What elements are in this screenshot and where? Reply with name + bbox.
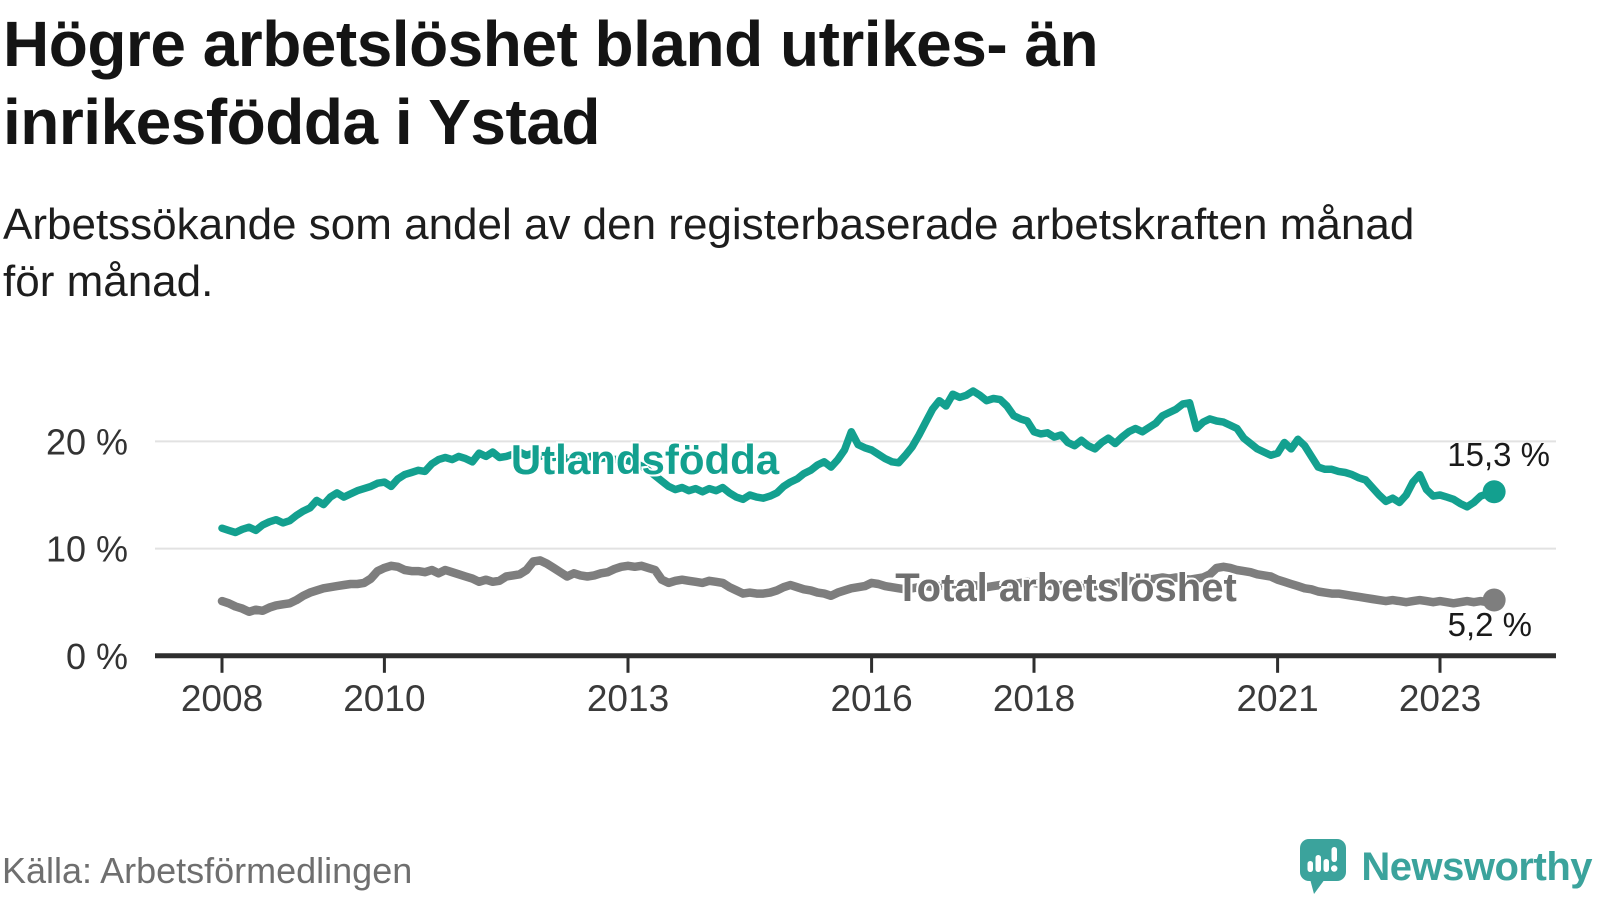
- source-note: Källa: Arbetsförmedlingen: [2, 850, 413, 891]
- x-axis-label-2023: 2023: [1399, 678, 1481, 719]
- page-subtitle-line2: för månad.: [3, 257, 214, 306]
- page-subtitle: Arbetssökande som andel av den registerb…: [3, 196, 1583, 310]
- page-subtitle-line1: Arbetssökande som andel av den registerb…: [3, 200, 1415, 249]
- series-line-utlandsfodda: [218, 387, 1498, 537]
- series-line-total: [217, 556, 1499, 617]
- x-axis-label-2010: 2010: [343, 678, 425, 719]
- x-axis-label-2021: 2021: [1236, 678, 1318, 719]
- series-endpoint-dot-total: [1482, 588, 1506, 612]
- newsworthy-logo-text: Newsworthy: [1361, 844, 1592, 889]
- series-endpoint-dot-utlandsfodda: [1482, 480, 1506, 504]
- page-title-line1: Högre arbetslöshet bland utrikes- än: [3, 8, 1099, 80]
- newsworthy-speech-bubble-icon: [1300, 839, 1347, 894]
- series-label-utlandsfodda: Utlandsfödda: [510, 436, 780, 483]
- end-value-total: 5,2 %: [1447, 606, 1532, 643]
- y-axis-label-10: 10 %: [46, 529, 128, 570]
- x-axis-label-2016: 2016: [830, 678, 912, 719]
- y-axis-label-0: 0 %: [66, 636, 128, 677]
- x-axis-label-2018: 2018: [993, 678, 1075, 719]
- newsworthy-logo: Newsworthy: [1299, 838, 1592, 896]
- page-title-line2: inrikesfödda i Ystad: [3, 86, 601, 158]
- x-axis-label-2013: 2013: [587, 678, 669, 719]
- y-axis-label-20: 20 %: [46, 421, 128, 462]
- page-title: Högre arbetslöshet bland utrikes- än inr…: [3, 5, 1563, 161]
- series-label-total-arbetsloshet: Total arbetslöshet: [895, 566, 1237, 610]
- x-axis-label-2008: 2008: [181, 678, 263, 719]
- end-value-utlandsfodda: 15,3 %: [1447, 436, 1550, 473]
